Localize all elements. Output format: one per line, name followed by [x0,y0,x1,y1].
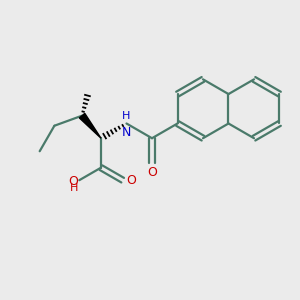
Text: O: O [68,175,78,188]
Polygon shape [80,113,101,138]
Text: N: N [122,126,131,139]
Text: O: O [126,174,136,187]
Text: H: H [70,182,78,193]
Text: O: O [147,166,157,178]
Text: H: H [122,111,131,122]
